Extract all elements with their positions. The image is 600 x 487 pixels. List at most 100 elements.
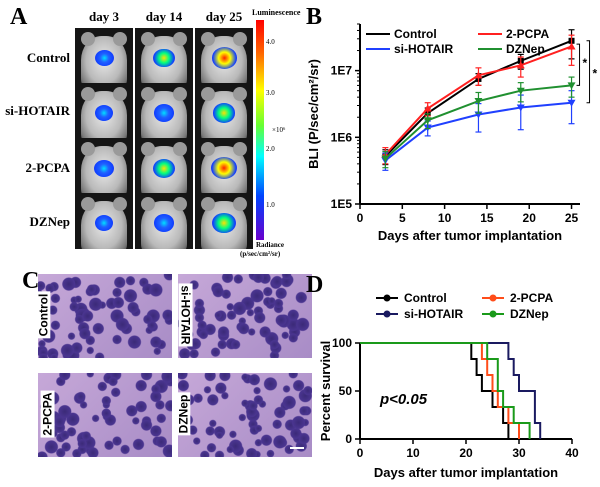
colorbar-tick-2: 2.0 xyxy=(266,145,275,153)
significance-star: * xyxy=(593,67,598,81)
data-point xyxy=(567,82,576,90)
colorbar-multiplier: ×10⁶ xyxy=(272,126,286,134)
mouse-image-2-pcpa-day14 xyxy=(135,138,193,194)
row-label-2-pcpa: 2-PCPA xyxy=(25,160,70,175)
legend-label-si-hotair: si-HOTAIR xyxy=(404,307,463,321)
mouse-image-dznep-day14 xyxy=(135,193,193,249)
significance-bracket xyxy=(586,40,591,104)
row-label-control: Control xyxy=(26,50,70,65)
x-tick-label: 25 xyxy=(565,211,579,225)
data-point xyxy=(567,42,576,50)
survival-curve-dznep xyxy=(360,342,531,439)
survival-curve-si-hotair xyxy=(360,342,542,439)
scale-bar xyxy=(290,447,304,449)
survival-chart: 0 50 100 0 10 20 30 40 Days after tumor implanta… xyxy=(318,291,579,480)
legend-label-control: Control xyxy=(394,27,437,41)
x-tick-label: 40 xyxy=(565,446,579,460)
bioluminescence-signal xyxy=(94,105,114,121)
p-value-annotation: p<0.05 xyxy=(379,391,428,408)
histology-control: Control xyxy=(38,274,172,358)
legend-marker xyxy=(489,310,497,318)
x-tick-label: 30 xyxy=(512,446,526,460)
bioluminescence-signal xyxy=(94,49,114,67)
data-point xyxy=(567,99,576,107)
bioluminescence-signal xyxy=(212,213,236,233)
bioluminescence-signal xyxy=(94,215,114,231)
y-axis-label: BLI (P/sec/cm²/sr) xyxy=(306,59,321,169)
row-label-dznep: DZNep xyxy=(29,214,70,229)
y-tick-label: 0 xyxy=(345,432,352,446)
x-tick-label: 0 xyxy=(357,446,364,460)
panel-a-letter: A xyxy=(10,4,28,30)
survival-curve-2-pcpa xyxy=(360,342,520,439)
histology-label-si-hotair: si-HOTAIR xyxy=(178,283,193,347)
significance-star: * xyxy=(583,56,588,70)
x-axis-label: Days after tumor implantation xyxy=(378,228,562,243)
colorbar-footer-radiance: Radiance xyxy=(256,241,284,249)
column-label-day3: day 3 xyxy=(89,9,119,24)
panel-c-letter: C xyxy=(22,268,40,294)
bioluminescence-signal xyxy=(211,47,237,69)
mouse-image-si-hotair-day14 xyxy=(135,83,193,139)
histology-label-dznep: DZNep xyxy=(178,392,191,436)
data-point xyxy=(516,87,525,95)
colorbar-tick-3: 3.0 xyxy=(266,89,275,97)
y-tick-label: 100 xyxy=(332,336,352,350)
histology-label-2-pcpa: 2-PCPA xyxy=(40,390,55,438)
colorbar-tick-4: 4.0 xyxy=(266,38,275,46)
data-point xyxy=(423,117,432,125)
mouse-image-si-hotair-day25 xyxy=(195,83,253,139)
histology-si-hotair: si-HOTAIR xyxy=(178,274,312,358)
y-tick-label: 50 xyxy=(339,384,353,398)
bioluminescence-signal xyxy=(153,158,175,178)
bioluminescence-signal xyxy=(153,214,175,232)
significance-bracket xyxy=(576,43,581,86)
x-tick-label: 5 xyxy=(399,211,406,225)
mouse-image-si-hotair-day3 xyxy=(75,83,133,139)
x-tick-label: 10 xyxy=(438,211,452,225)
mouse-image-dznep-day25 xyxy=(195,193,253,249)
legend-label-si-hotair: si-HOTAIR xyxy=(394,42,453,56)
mouse-image-control-day25 xyxy=(195,28,253,84)
y-tick-label: 1E6 xyxy=(331,130,353,144)
colorbar xyxy=(256,20,264,240)
legend-label-control: Control xyxy=(404,291,447,305)
y-axis-label: Percent survival xyxy=(318,341,333,441)
x-tick-label: 10 xyxy=(406,446,420,460)
histology-2-pcpa: 2-PCPA xyxy=(38,373,172,457)
bioluminescence-signal xyxy=(94,159,114,177)
mouse-image-dznep-day3 xyxy=(75,193,133,249)
legend-label-2-pcpa: 2-PCPA xyxy=(506,27,549,41)
data-point xyxy=(381,155,390,163)
row-label-si-hotair: si-HOTAIR xyxy=(5,103,70,118)
x-tick-label: 20 xyxy=(459,446,473,460)
x-tick-label: 15 xyxy=(480,211,494,225)
bioluminescence-signal xyxy=(211,157,237,179)
legend-marker xyxy=(383,310,391,318)
legend-marker xyxy=(489,294,497,302)
bioluminescence-signal xyxy=(212,103,236,123)
survival-curve-control xyxy=(360,342,510,439)
data-point xyxy=(423,104,432,112)
x-tick-label: 0 xyxy=(357,211,364,225)
column-label-day25: day 25 xyxy=(205,9,243,24)
bioluminescence-signal xyxy=(153,104,175,122)
data-point xyxy=(474,98,483,106)
legend-label-dznep: DZNep xyxy=(510,307,549,321)
x-axis-label: Days after tumor implantation xyxy=(374,465,558,480)
mouse-image-2-pcpa-day3 xyxy=(75,138,133,194)
histology-dznep: DZNep xyxy=(178,373,312,457)
mouse-image-2-pcpa-day25 xyxy=(195,138,253,194)
y-tick-label: 1E5 xyxy=(331,197,353,211)
panel-d-letter: D xyxy=(306,272,324,298)
bioluminescence-signal xyxy=(153,48,175,68)
y-tick-label: 1E7 xyxy=(331,64,353,78)
panel-b-letter: B xyxy=(306,4,323,30)
data-point xyxy=(474,71,483,79)
x-tick-label: 20 xyxy=(523,211,537,225)
legend-label-dznep: DZNep xyxy=(506,42,545,56)
data-point xyxy=(516,104,525,112)
mouse-image-control-day14 xyxy=(135,28,193,84)
column-label-day14: day 14 xyxy=(145,9,183,24)
